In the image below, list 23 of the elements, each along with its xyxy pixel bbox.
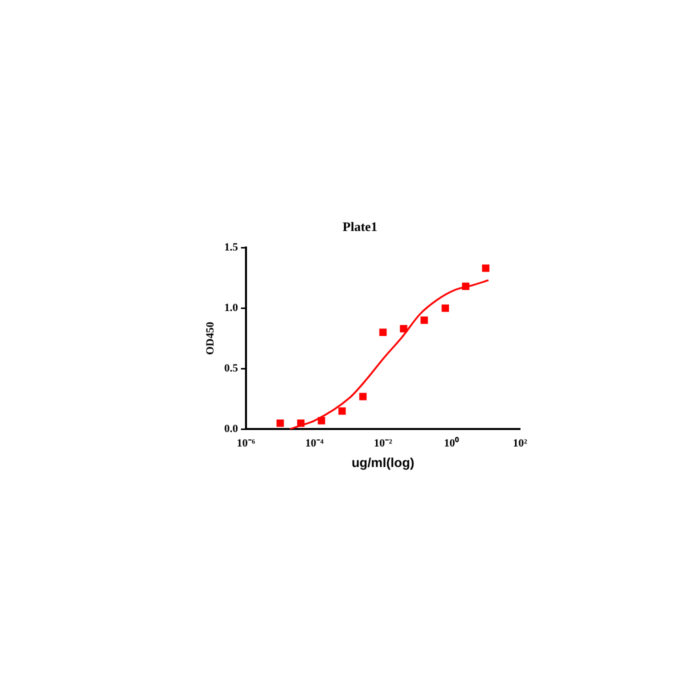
y-tick-label: 0.0 [224, 423, 238, 436]
y-axis-title: OD450 [204, 321, 216, 355]
point [297, 419, 305, 427]
point [359, 392, 367, 400]
y-tick-label: 0.5 [224, 362, 238, 375]
point [442, 304, 449, 312]
y-tick-label: 1.5 [224, 241, 238, 254]
point [400, 325, 408, 332]
point [318, 417, 326, 424]
point [482, 264, 490, 272]
y-tick-label: 1.0 [224, 302, 238, 314]
x-tick-label: 10⁰ [444, 436, 459, 450]
point [338, 407, 346, 415]
x-tick-label: 10⁻⁶ [236, 438, 256, 450]
x-tick-label: 10⁻⁴ [305, 438, 324, 450]
point [276, 419, 284, 427]
x-axis-title: ug/ml(log) [352, 454, 414, 470]
point [462, 282, 470, 290]
point [379, 328, 387, 336]
x-tick-label: 10² [512, 438, 528, 450]
point [420, 316, 428, 324]
x-tick-label: 10⁻² [374, 438, 393, 450]
chart-title: Plate1 [342, 219, 378, 234]
